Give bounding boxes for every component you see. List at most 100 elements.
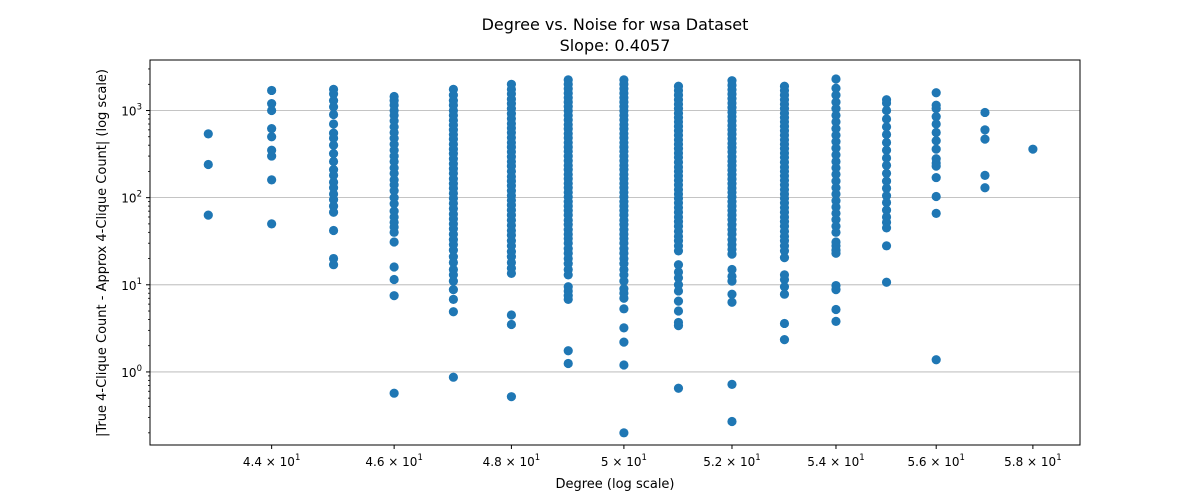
data-point xyxy=(779,334,790,345)
data-point xyxy=(831,248,841,258)
data-point xyxy=(203,159,213,170)
data-point xyxy=(831,130,841,140)
data-point xyxy=(619,293,629,303)
data-point xyxy=(931,104,941,114)
data-point xyxy=(779,289,790,299)
data-point xyxy=(448,245,458,255)
data-point xyxy=(328,194,339,205)
data-point xyxy=(727,297,737,307)
data-point xyxy=(673,273,684,283)
data-point xyxy=(831,124,841,134)
data-point xyxy=(563,294,573,304)
data-point xyxy=(931,161,941,171)
data-point xyxy=(673,246,684,256)
data-point xyxy=(931,191,941,202)
data-point xyxy=(673,383,684,393)
data-point xyxy=(506,310,517,320)
data-point xyxy=(389,262,399,272)
data-point xyxy=(673,296,684,306)
x-axis-label: Degree (log scale) xyxy=(555,477,674,492)
data-point xyxy=(506,392,517,402)
data-point xyxy=(980,134,990,144)
data-point xyxy=(831,143,841,153)
data-point xyxy=(563,358,573,369)
data-point xyxy=(389,237,399,247)
data-point xyxy=(619,360,629,370)
data-point xyxy=(1028,144,1038,154)
data-point xyxy=(389,227,399,237)
data-point xyxy=(267,219,277,229)
data-point xyxy=(267,85,277,96)
data-point xyxy=(328,133,339,143)
data-point xyxy=(931,355,941,365)
data-point xyxy=(328,156,339,167)
data-point xyxy=(328,95,339,106)
data-point xyxy=(448,307,458,317)
data-point xyxy=(931,119,941,129)
data-point xyxy=(881,205,892,215)
data-point xyxy=(831,176,841,186)
data-point xyxy=(931,208,941,218)
data-point xyxy=(831,136,841,147)
data-point xyxy=(931,144,941,154)
plot-frame xyxy=(149,59,1081,446)
x-tick-label: 5.6 × 101 xyxy=(907,453,964,469)
data-point xyxy=(673,260,684,270)
data-point xyxy=(619,428,629,438)
y-axis-label: |True 4-Clique Count - Approx 4-Clique C… xyxy=(95,69,110,437)
data-point xyxy=(831,74,841,84)
data-point xyxy=(328,170,339,181)
data-point xyxy=(389,199,399,209)
data-point xyxy=(881,98,892,108)
data-point xyxy=(831,83,841,93)
data-point xyxy=(267,105,277,116)
data-point xyxy=(779,318,790,329)
data-point xyxy=(727,416,737,427)
data-point xyxy=(673,306,684,316)
data-point xyxy=(389,186,399,196)
data-point xyxy=(931,136,941,146)
data-point xyxy=(619,276,629,286)
y-tick-label: 100 xyxy=(121,364,142,380)
data-point xyxy=(203,210,213,220)
data-point xyxy=(831,202,841,212)
data-point xyxy=(831,316,841,327)
data-point xyxy=(881,183,892,193)
data-point xyxy=(881,223,892,233)
data-points xyxy=(203,74,1038,438)
data-point xyxy=(328,102,339,112)
data-point xyxy=(831,150,841,160)
data-point xyxy=(328,89,339,99)
data-point xyxy=(931,172,941,183)
data-point xyxy=(563,270,573,280)
data-point xyxy=(831,156,841,167)
data-point xyxy=(328,109,339,120)
data-point xyxy=(779,282,790,292)
data-point xyxy=(203,129,213,139)
data-point xyxy=(619,304,629,314)
chart-title: Degree vs. Noise for wsa Dataset xyxy=(482,15,749,34)
data-point xyxy=(267,151,277,161)
data-point xyxy=(831,304,841,315)
data-point xyxy=(389,291,399,301)
data-point xyxy=(931,88,941,98)
data-point xyxy=(831,189,841,199)
data-point xyxy=(563,346,573,356)
data-point xyxy=(831,104,841,114)
x-tick-label: 5 × 101 xyxy=(601,453,647,469)
data-point xyxy=(328,149,339,159)
data-point xyxy=(881,129,892,140)
data-point xyxy=(506,268,517,279)
data-point xyxy=(831,227,841,237)
data-point xyxy=(831,117,841,127)
data-point xyxy=(881,153,892,163)
data-point xyxy=(831,285,841,295)
data-point xyxy=(881,197,892,208)
y-tick-label: 102 xyxy=(121,190,142,206)
data-point xyxy=(267,99,277,109)
data-point xyxy=(727,276,737,286)
data-point xyxy=(881,241,892,251)
data-point xyxy=(448,276,458,286)
data-point xyxy=(881,145,892,155)
